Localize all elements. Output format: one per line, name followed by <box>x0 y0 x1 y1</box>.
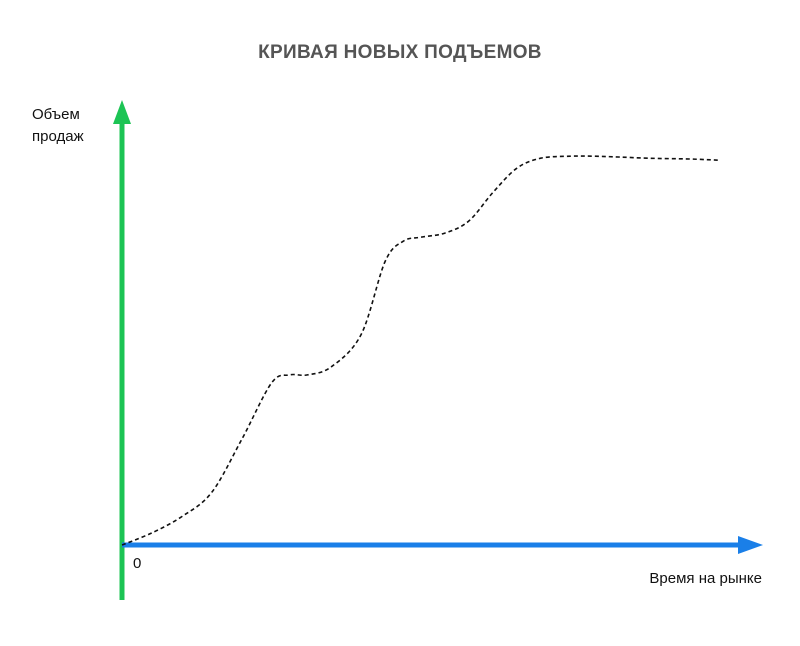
origin-label: 0 <box>133 555 142 572</box>
chart-title: КРИВАЯ НОВЫХ ПОДЪЕМОВ <box>258 42 542 63</box>
sales-curve-line <box>121 155 721 546</box>
x-axis-label: Время на рынке <box>649 570 762 587</box>
y-axis-label: Объем продаж <box>32 106 84 145</box>
y-axis-arrowhead <box>113 100 131 124</box>
x-axis-arrowhead <box>738 536 763 554</box>
